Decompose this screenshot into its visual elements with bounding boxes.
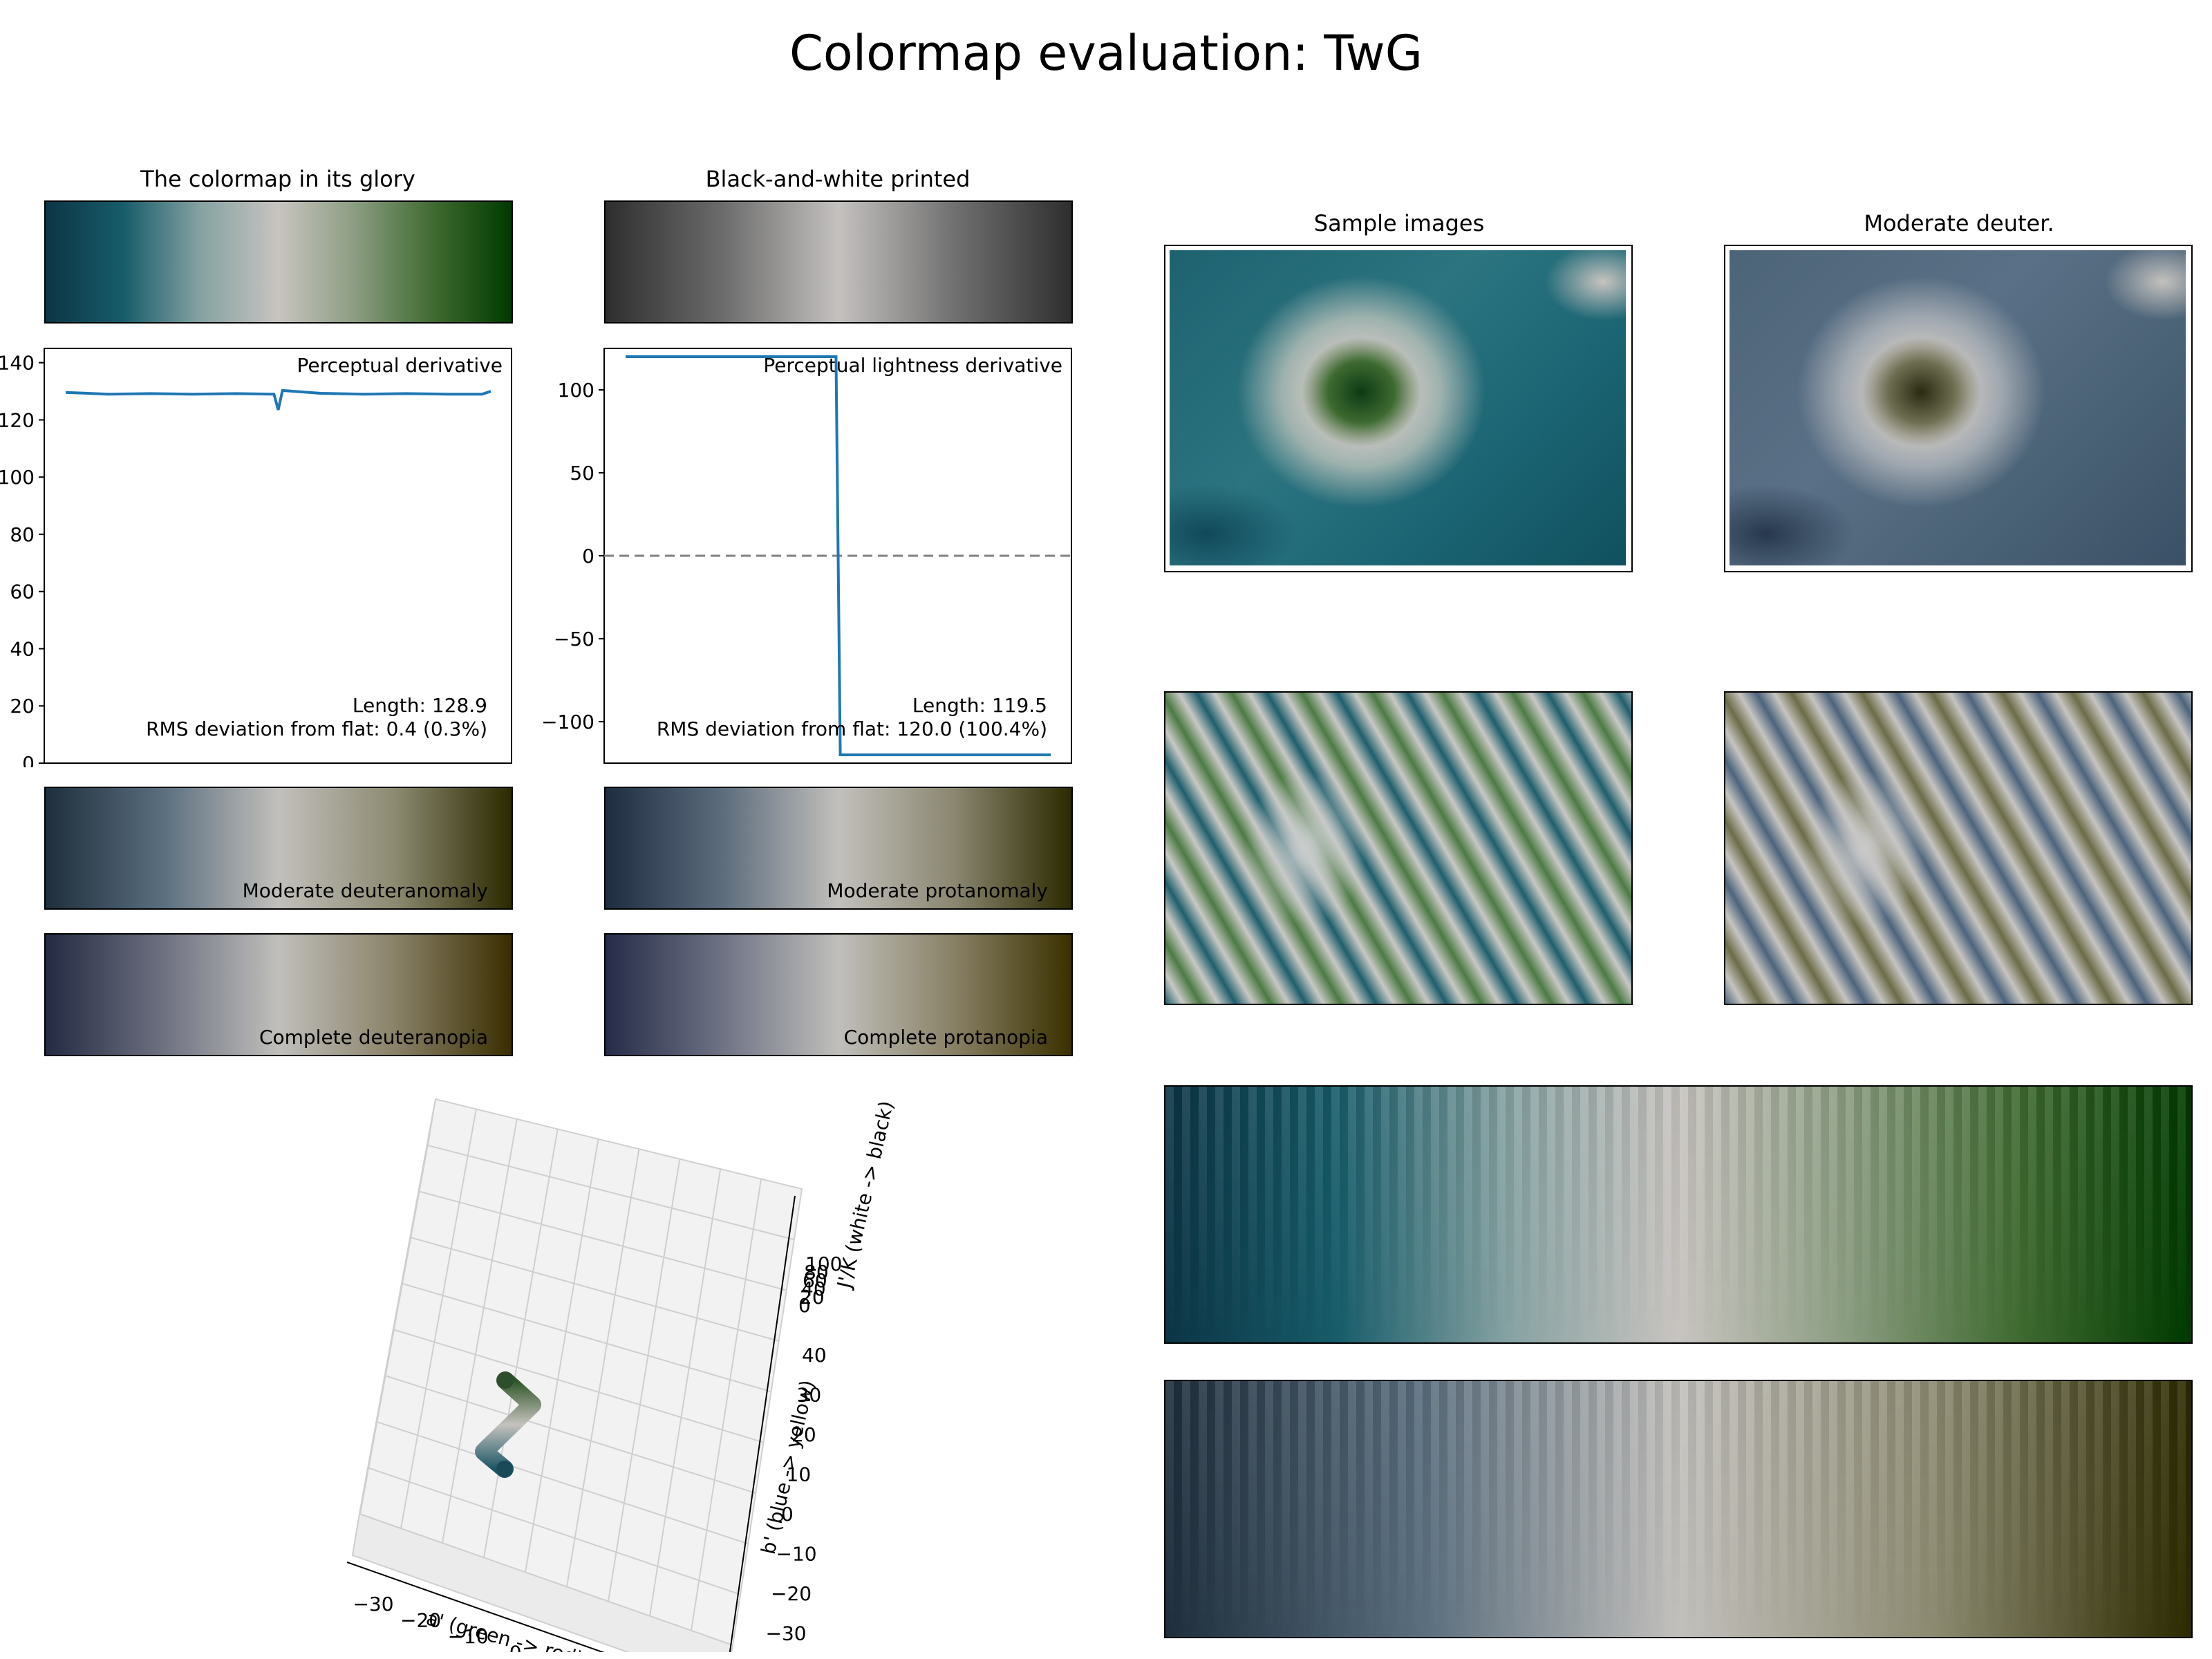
bw-strip	[604, 200, 1073, 324]
perceptual-lightness-derivative-chart: Perceptual lightness derivative −100−500…	[532, 339, 1085, 767]
y-tick-label: 40	[10, 637, 35, 660]
pattern-render	[1165, 693, 1631, 1004]
deuteranopia-label: Complete deuteranopia	[259, 1026, 488, 1049]
j-axis-label: J'/K (white -> black)	[832, 1098, 898, 1291]
y-axis: −100 −50 0 50 100	[541, 379, 604, 733]
deuter-image-terrain	[1724, 245, 2193, 572]
bw-title: Black-and-white printed	[604, 166, 1071, 192]
b-tick-label: −30	[766, 1622, 807, 1645]
sample-images-title: Sample images	[1165, 210, 1633, 236]
sweep-stripes	[1165, 1087, 2191, 1342]
sample-image-pattern	[1164, 691, 1633, 1005]
page-title: Colormap evaluation: TwG	[0, 25, 2212, 82]
b-tick-label: −20	[771, 1582, 812, 1605]
a-tick-label: −30	[353, 1593, 393, 1615]
y-tick-label: 140	[0, 352, 35, 375]
length-annotation: Length: 119.5	[912, 694, 1047, 717]
protanopia-label: Complete protanopia	[844, 1026, 1048, 1049]
y-tick-label: −50	[554, 628, 594, 650]
moderate-deuter-title: Moderate deuter.	[1725, 210, 2193, 236]
y-tick-label: 120	[0, 409, 35, 431]
rms-annotation: RMS deviation from flat: 0.4 (0.3%)	[146, 718, 487, 740]
sample-image-terrain	[1164, 245, 1633, 572]
pattern-render	[1725, 693, 2191, 1004]
chart-title: Perceptual derivative	[297, 354, 503, 377]
y-tick-label: −100	[541, 711, 594, 733]
sweep-stripes	[1165, 1381, 2191, 1637]
y-tick-label: 100	[558, 379, 594, 402]
y-tick-label: 80	[10, 523, 35, 546]
y-tick-label: 60	[10, 581, 35, 603]
sweep-deuter	[1164, 1380, 2193, 1638]
b-tick-label: −10	[776, 1543, 817, 1566]
colormap-strip	[44, 200, 513, 324]
perceptual-derivative-chart: Perceptual derivative 0 20 40 60 80 100 120 140…	[0, 339, 553, 767]
sweep-colormap	[1164, 1085, 2193, 1344]
path-start-point	[497, 1372, 514, 1389]
y-axis: 0 20 40 60 80 100 120 140	[0, 352, 44, 767]
terrain-render	[1730, 250, 2186, 565]
b-tick-label: 40	[802, 1344, 827, 1367]
protanomaly-label: Moderate protanomaly	[827, 879, 1048, 902]
deuter-image-pattern	[1724, 691, 2193, 1005]
glory-title: The colormap in its glory	[44, 166, 512, 192]
y-tick-label: 50	[570, 462, 594, 485]
terrain-render	[1170, 250, 1626, 565]
y-tick-label: 100	[0, 466, 35, 489]
rms-annotation: RMS deviation from flat: 120.0 (100.4%)	[657, 718, 1047, 740]
y-tick-label: 20	[10, 695, 35, 718]
y-tick-label: 0	[22, 752, 35, 767]
y-tick-label: 0	[582, 545, 594, 568]
length-annotation: Length: 128.9	[353, 694, 487, 717]
deuteranomaly-label: Moderate deuteranomaly	[243, 879, 488, 902]
path-end-point	[496, 1461, 513, 1477]
